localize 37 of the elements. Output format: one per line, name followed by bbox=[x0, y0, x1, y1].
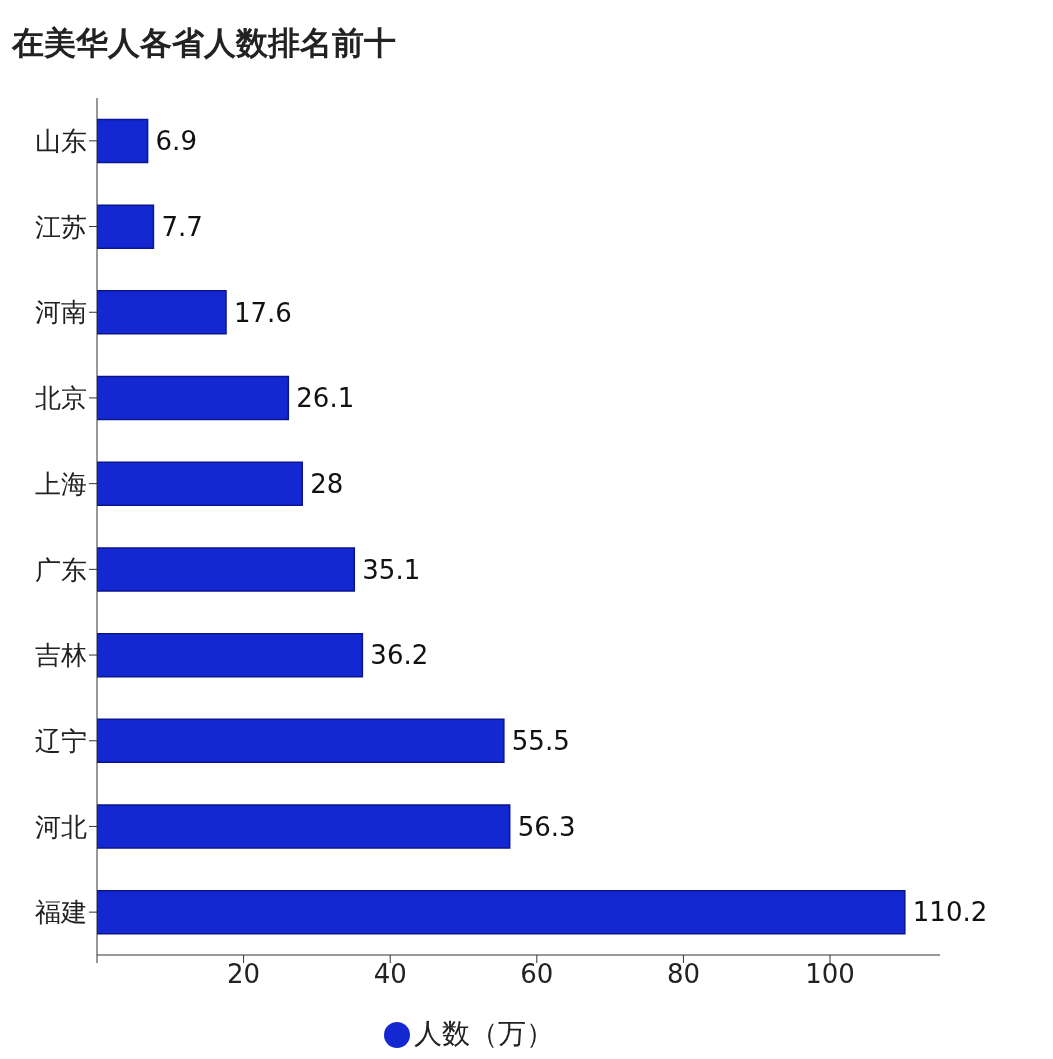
bar bbox=[97, 632, 364, 678]
data-label: 6.9 bbox=[155, 126, 197, 157]
data-label: 56.3 bbox=[517, 811, 576, 842]
data-label: 36.2 bbox=[370, 640, 429, 671]
bar bbox=[97, 204, 155, 249]
x-tick-label: 60 bbox=[520, 959, 554, 990]
y-tick-label: 江苏 bbox=[35, 211, 87, 242]
y-tick-label: 辽宁 bbox=[35, 725, 87, 756]
data-label: 55.5 bbox=[511, 726, 570, 757]
y-tick-label: 河北 bbox=[35, 811, 87, 842]
bar bbox=[97, 804, 511, 849]
data-label: 35.1 bbox=[362, 554, 421, 585]
chart-title: 在美华人各省人数排名前十 bbox=[11, 23, 397, 64]
y-tick-label: 福建 bbox=[35, 897, 87, 928]
legend-label: 人数（万） bbox=[414, 1017, 554, 1050]
data-label: 17.6 bbox=[234, 297, 292, 328]
bar bbox=[97, 718, 505, 764]
bar bbox=[97, 889, 906, 935]
y-tick-label: 河南 bbox=[35, 297, 87, 328]
y-tick-label: 北京 bbox=[35, 383, 87, 414]
y-tick-label: 广东 bbox=[35, 554, 87, 585]
data-label: 26.1 bbox=[296, 383, 355, 414]
x-tick-label: 20 bbox=[227, 959, 261, 990]
bar bbox=[97, 461, 303, 506]
data-label: 28 bbox=[310, 468, 344, 499]
y-tick-label: 山东 bbox=[35, 126, 87, 157]
y-tick-label: 吉林 bbox=[35, 640, 87, 671]
bar bbox=[97, 375, 290, 421]
bar bbox=[97, 547, 356, 592]
x-tick-label: 80 bbox=[666, 959, 700, 990]
x-tick-label: 100 bbox=[805, 959, 855, 990]
data-label: 7.7 bbox=[161, 211, 203, 242]
bar bbox=[97, 290, 227, 335]
data-label: 110.2 bbox=[912, 897, 988, 928]
y-tick-label: 上海 bbox=[35, 468, 87, 499]
bar bbox=[97, 118, 149, 164]
x-tick-label: 40 bbox=[373, 959, 407, 990]
